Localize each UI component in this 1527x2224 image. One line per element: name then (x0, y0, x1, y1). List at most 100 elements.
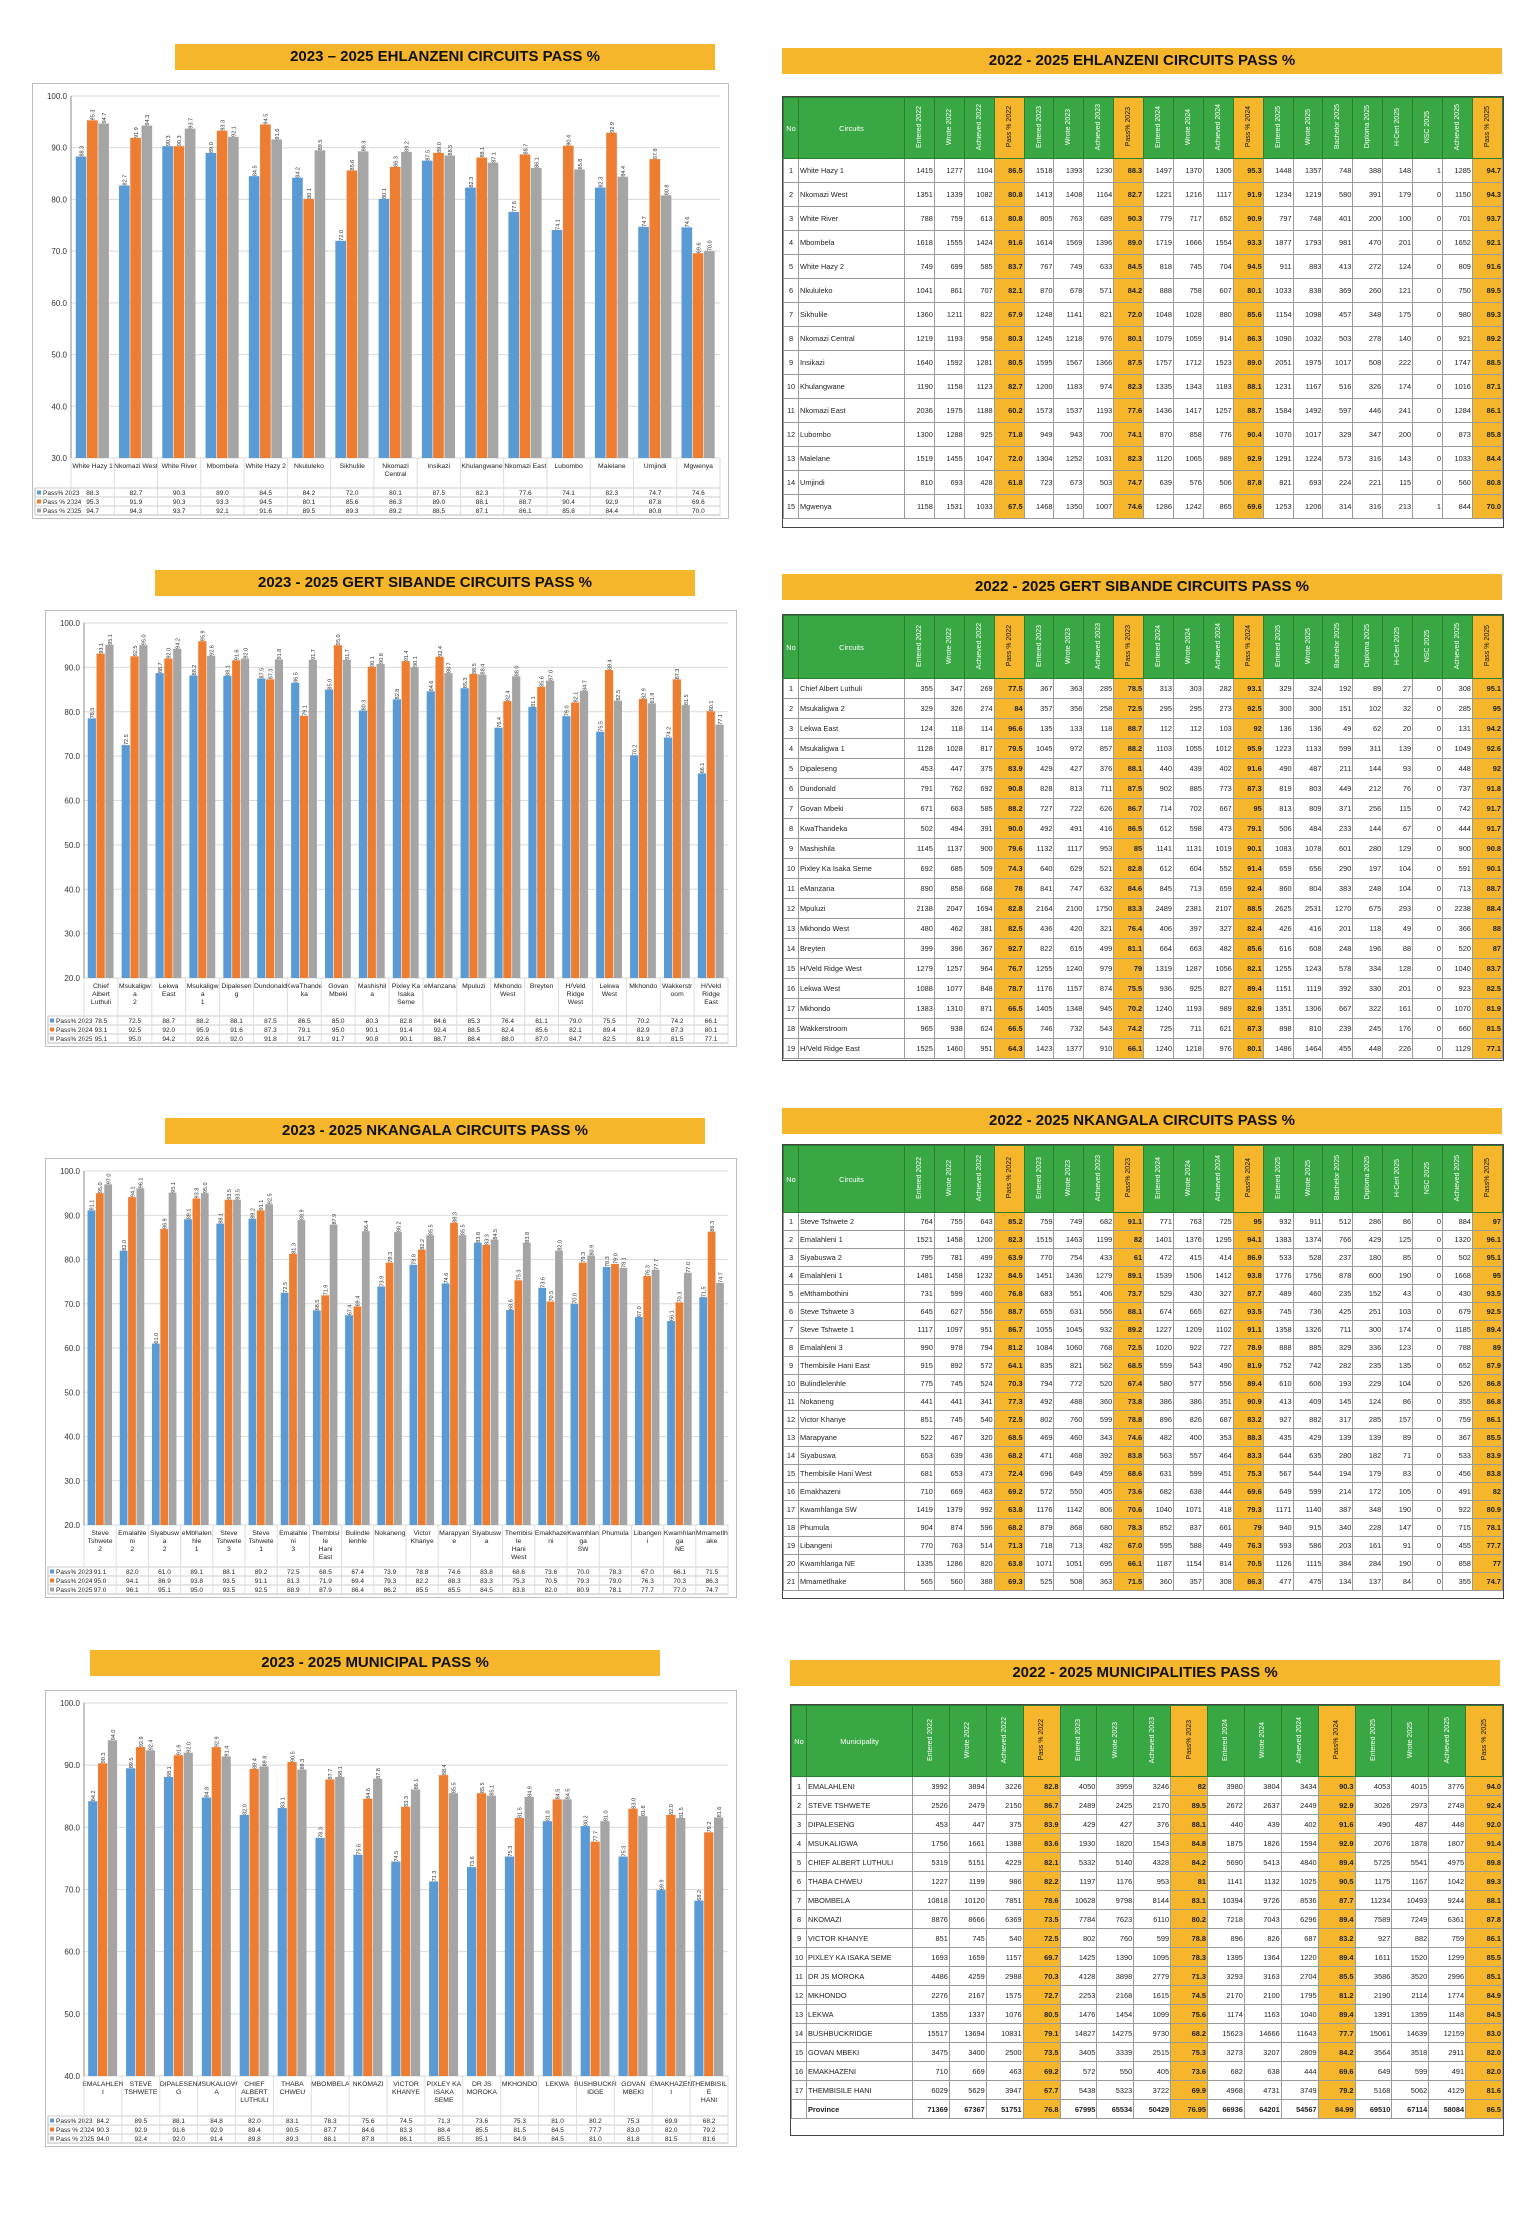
table-cell: Steve Tshwete 1 (798, 1320, 905, 1339)
chart-table-value: 91.6 (230, 1027, 243, 1034)
data-label: 84.5 (565, 1789, 571, 1800)
chart-table-value: 90.3 (173, 490, 186, 497)
table-cell: 755 (933, 1212, 965, 1231)
legend-label: Pass % 2025 (56, 2136, 95, 2143)
table-cell: 3 (791, 1814, 807, 1834)
column-header: Diploma 2025 (1352, 1145, 1384, 1213)
table-cell: 885 (1173, 778, 1204, 799)
table-cell: 78.8 (1170, 1928, 1208, 1948)
table-cell: 5168 (1354, 2080, 1393, 2100)
table-cell: 638 (1173, 1482, 1204, 1501)
chart-table-value: 92.0 (230, 1036, 243, 1043)
table-row: 15 GOVAN MBEKI 3475 3400 2500 73.5 3405 3339 251… (791, 2042, 1503, 2062)
table-cell: 74.1 (1113, 422, 1145, 447)
chart-table-value: 74.7 (649, 490, 662, 497)
y-tick-label: 50.0 (64, 1388, 80, 1397)
table-cell: 87.9 (1471, 1356, 1503, 1375)
table-cell: 429 (1059, 1814, 1098, 1834)
table-cell: 348 (1352, 302, 1384, 327)
table-cell: 72.5 (993, 1410, 1025, 1429)
bar (476, 1793, 487, 2076)
table-cell: 446 (1352, 398, 1384, 423)
data-label: 97.0 (106, 1174, 112, 1185)
table-cell: 1519 (904, 446, 935, 471)
table-cell: 0 (1412, 1446, 1444, 1465)
table-cell: 857 (1083, 738, 1115, 759)
table-cell: 69510 (1354, 2099, 1393, 2119)
data-label: 93.1 (99, 643, 105, 654)
table-cell: 427 (1053, 758, 1085, 779)
y-tick-label: 70.0 (64, 752, 80, 761)
table-cell: 772 (1053, 1374, 1085, 1393)
table-cell: 376 (1083, 758, 1115, 779)
table-cell: 433 (1083, 1248, 1115, 1267)
table-cell: 327 (1202, 1284, 1234, 1303)
data-label: 95.0 (336, 634, 342, 645)
table-cell: 492 (1023, 818, 1055, 839)
data-label: 86.3 (394, 156, 400, 167)
table-cell: 83.1 (1170, 1890, 1208, 1910)
column-header-text: Entered 2025 (1274, 1156, 1282, 1200)
table-cell: 416 (1083, 818, 1115, 839)
table-cell: Kwamhlanga NE (798, 1554, 905, 1573)
table-cell: 1337 (948, 2004, 987, 2024)
table-cell: 923 (1442, 978, 1473, 999)
table-cell: 1242 (1173, 494, 1204, 519)
table-cell: 441 (904, 1392, 935, 1411)
chart-table-value: 84.5 (551, 2136, 564, 2143)
bar (617, 176, 629, 458)
table-cell: 86.7 (1113, 798, 1145, 819)
table-cell: 1279 (904, 958, 935, 979)
table-cell: 73.8 (1113, 1392, 1145, 1411)
table-cell: 84 (993, 698, 1025, 719)
column-header-text: Wrote 2024 (1259, 1721, 1267, 1759)
data-label: 89.0 (209, 142, 215, 153)
table-cell: 1071 (1173, 1500, 1204, 1519)
data-label: 96.1 (139, 1178, 145, 1189)
data-label: 82.9 (641, 688, 647, 699)
bar (216, 1223, 225, 1525)
table-cell: 661 (1202, 1518, 1234, 1537)
table-cell: EMALAHLENI (806, 1776, 913, 1796)
table-cell: 83.3 (1232, 1446, 1264, 1465)
table-cell: 89.0 (1232, 350, 1264, 375)
x-tick-label: le (516, 1538, 522, 1545)
table-cell: 873 (1442, 422, 1473, 447)
table-cell: 326 (1352, 374, 1384, 399)
data-label: 88.3 (79, 146, 85, 157)
chart-table-value: 84.2 (97, 2118, 110, 2125)
table-cell: 1506 (1173, 1266, 1204, 1285)
table-cell: 612 (1143, 818, 1175, 839)
table-cell: 1175 (1354, 1871, 1393, 1891)
table-cell: 1776 (1262, 1266, 1294, 1285)
table-cell: 89.5 (1471, 278, 1503, 303)
table-cell: 773 (1202, 778, 1234, 799)
table-cell: 4975 (1428, 1852, 1467, 1872)
x-tick-label: Mkhondo (629, 983, 657, 990)
table-cell: 16 (791, 2061, 807, 2081)
table-cell: 788 (1442, 1338, 1473, 1357)
table-cell: 85.1 (1465, 1966, 1503, 1986)
table-cell: 835 (1023, 1356, 1055, 1375)
legend-swatch (50, 2127, 54, 2132)
column-header: Entered 2024 (1143, 97, 1175, 159)
bar (373, 1778, 383, 2076)
column-header-text: Pass % 2025 (1483, 625, 1491, 667)
bar (555, 1250, 563, 1525)
table-cell: 1756 (912, 1833, 950, 1853)
chart-table-value: 84.9 (513, 2136, 526, 2143)
table-cell: 826 (1243, 1928, 1282, 1948)
table-cell: 837 (1173, 1518, 1204, 1537)
table-cell: 699 (933, 254, 965, 279)
bar (377, 1286, 386, 1525)
table-cell: 606 (1292, 1374, 1324, 1393)
chart-table-value: 82.1 (569, 1027, 582, 1034)
table-cell: 123 (1382, 1338, 1414, 1357)
table-cell: 915 (1292, 1518, 1324, 1537)
table-cell: 5151 (948, 1852, 987, 1872)
table-cell: 0 (1412, 838, 1444, 859)
table-cell: 19 (783, 1536, 799, 1555)
table-cell: 86.1 (1465, 1928, 1503, 1948)
x-tick-label: CHWEU (280, 2089, 306, 2096)
table-cell: 1359 (1391, 2004, 1430, 2024)
